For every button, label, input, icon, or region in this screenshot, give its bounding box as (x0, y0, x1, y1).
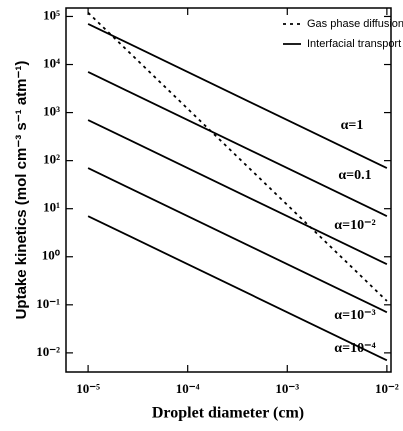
y-axis-label: Uptake kinetics (mol cm⁻³ s⁻¹ atm⁻¹) (13, 61, 30, 320)
interfacial-line (87, 23, 388, 169)
interfacial-line (87, 215, 388, 362)
line-annotation: α=10⁻⁴ (334, 341, 376, 356)
line-annotation: α=0.1 (338, 168, 371, 183)
legend-label: Interfacial transport (307, 38, 401, 50)
x-tick-label: 10⁻⁵ (76, 381, 100, 396)
legend-label: Gas phase diffusion (307, 18, 403, 30)
plot-frame (65, 7, 392, 373)
y-tick-label: 10⁻² (36, 344, 60, 359)
y-tick-label: 10⁻¹ (36, 296, 60, 311)
x-tick-label: 10⁻³ (275, 381, 299, 396)
y-tick-label: 10⁴ (43, 56, 60, 71)
interfacial-line (87, 167, 388, 314)
interfacial-line (87, 71, 388, 217)
y-tick-label: 10⁵ (43, 7, 60, 22)
line-annotation: α=1 (341, 118, 364, 133)
y-tick-label: 10⁰ (42, 248, 61, 263)
x-tick-label: 10⁻² (375, 381, 399, 396)
y-tick-label: 10³ (43, 104, 60, 119)
interfacial-line (87, 119, 388, 266)
y-tick-label: 10¹ (43, 200, 60, 215)
y-tick-label: 10² (43, 152, 60, 167)
line-annotation: α=10⁻³ (334, 308, 375, 323)
line-annotation: α=10⁻² (334, 218, 375, 233)
gas-diffusion-line (87, 12, 388, 302)
x-axis-label: Droplet diameter (cm) (152, 405, 304, 422)
x-tick-label: 10⁻⁴ (176, 381, 200, 396)
